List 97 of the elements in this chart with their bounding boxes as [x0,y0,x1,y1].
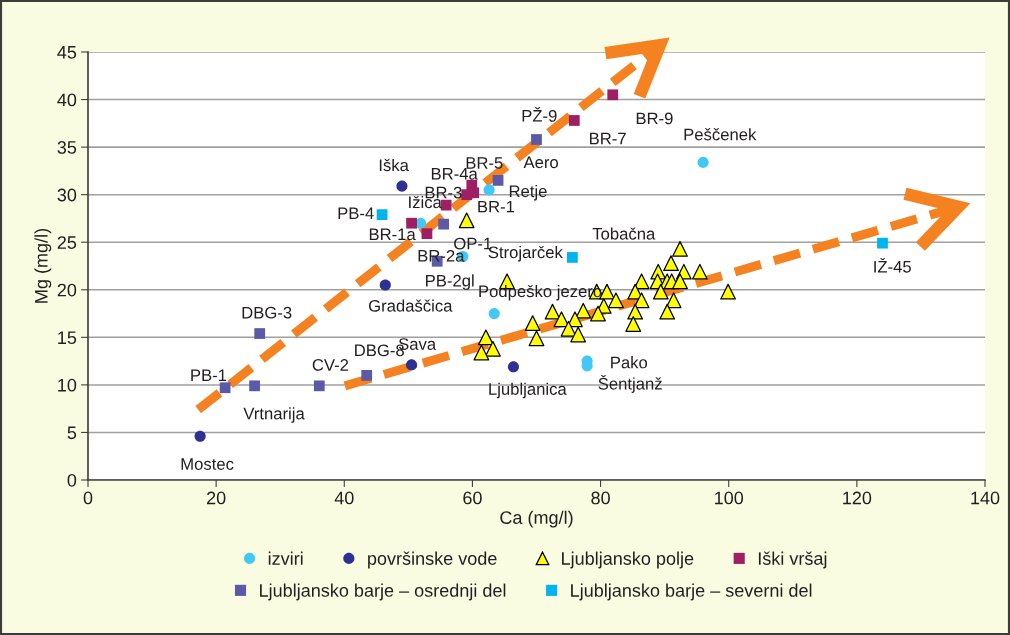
point [544,303,561,320]
point [219,382,231,394]
point [633,292,650,309]
annotation: Ljubljanica [489,382,567,399]
point [485,340,501,357]
point [568,115,580,126]
legend-label: Ljubljansko barje – severni del [571,583,812,601]
annotation: Aero [523,156,559,169]
point [376,209,388,221]
y-tick-label: 25 [57,236,77,249]
annotation: BR-1 [478,200,515,213]
annotation: DBG-3 [242,306,292,319]
point [254,328,266,339]
point [570,326,587,343]
annotation: Pako [611,356,648,369]
point [194,430,206,442]
annotation: Vrtnarija [243,407,305,423]
annotation: Tobačna [592,227,656,240]
x-tick-label: 120 [843,491,872,505]
annotation: Gradaščica [368,299,453,312]
annotation: Retje [509,184,547,201]
point [488,308,500,320]
legend-label: površinske vode [368,551,497,569]
annotation: Iška [379,158,409,172]
y-tick-label: 10 [58,378,77,392]
point [625,316,642,332]
point [531,134,542,145]
point [608,292,624,309]
point [406,359,418,371]
x-tick-label: 40 [334,491,354,505]
annotation: Šentjanž [598,374,662,393]
annotation: PB-4 [338,207,374,219]
annotation: IŽ-45 [874,257,911,273]
point [590,305,606,322]
x-tick-label: 100 [715,491,744,505]
y-tick-label: 40 [57,93,77,107]
legend-label: Iški vršaj [758,551,827,569]
point [249,380,260,392]
y-tick-label: 45 [57,46,77,59]
point [697,156,709,168]
point [607,89,619,101]
point [406,217,417,229]
y-tick-label: 15 [58,331,77,345]
point [633,273,650,290]
point [672,240,688,257]
point [659,303,676,320]
point [663,255,679,272]
x-tick-label: 80 [591,491,610,505]
point [665,292,682,309]
annotation: Mostec [181,458,234,470]
x-tick-label: 0 [83,491,93,505]
point [575,302,592,319]
point [361,370,373,381]
annotation: PŽ-9 [522,107,557,122]
point [877,237,888,249]
annotation: CV-2 [312,359,349,371]
annotation: Peščenek [684,128,757,141]
legend-label: Ljubljansko barje – osrednji del [260,583,506,601]
annotation: BR-9 [636,112,673,125]
point [458,212,475,229]
point [477,329,494,346]
point [492,175,504,186]
annotation: PB-2gl [426,274,474,290]
y-tick-label: 0 [67,473,77,487]
point [473,344,490,361]
point [672,273,688,290]
point [421,228,433,240]
point [691,263,708,280]
point [567,252,578,263]
point [396,180,408,192]
x-tick-label: 140 [971,491,1000,505]
y-axis-title: Mg (mg/l) [34,229,52,303]
point [627,303,644,320]
x-tick-label: 20 [207,491,226,505]
annotation: BR-4a [431,168,478,180]
point [524,315,541,331]
y-tick-label: 5 [67,426,77,440]
point [438,218,449,230]
point [720,283,736,300]
point [483,184,495,196]
point [652,283,669,300]
annotation: BR-7 [590,132,626,145]
y-tick-label: 20 [57,283,77,297]
x-tick-label: 60 [463,491,482,505]
legend-label: izviri [268,551,303,565]
annotation: BR-5 [466,157,503,169]
x-axis-title: Ca (mg/l) [500,510,573,528]
y-tick-label: 35 [57,141,77,154]
annotation: BR-1a [369,228,416,241]
point [507,361,519,373]
point [313,380,325,392]
point [560,320,577,337]
y-tick-label: 30 [57,188,77,202]
annotation: PB-1 [191,369,227,381]
point [379,279,391,291]
legend-label: Ljubljansko polje [562,551,694,569]
point [528,330,545,347]
